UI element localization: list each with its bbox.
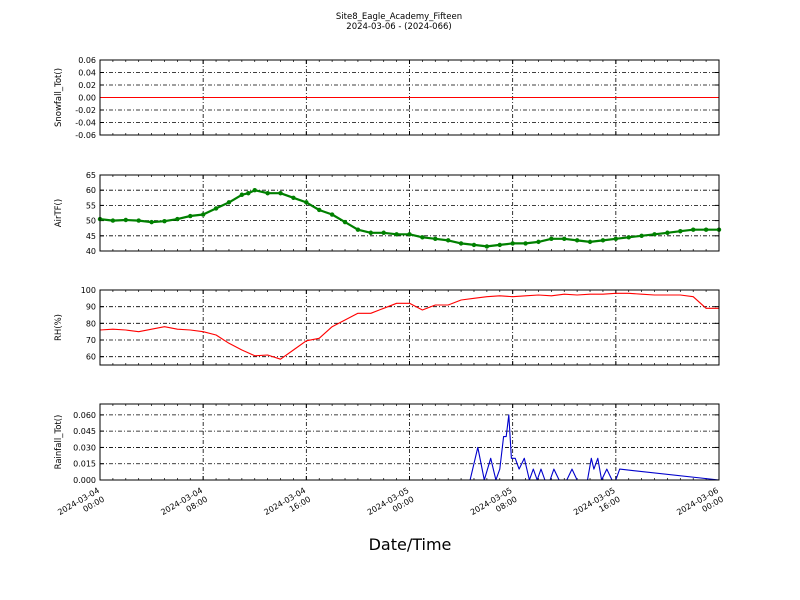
y-axis-label: Rainfall_Tot() xyxy=(54,415,64,470)
y-tick-label: -0.04 xyxy=(75,119,96,128)
data-point xyxy=(149,219,154,225)
y-tick-label: 90 xyxy=(86,303,96,312)
y-tick-label: -0.02 xyxy=(75,106,96,115)
data-point xyxy=(613,236,619,242)
data-point xyxy=(639,233,644,238)
panel-4: 0.060 0.045 0.030 0.015 0.000 Rainfall_Tot() xyxy=(54,403,720,485)
x-axis-label: Date/Time xyxy=(369,535,452,554)
data-point xyxy=(317,207,322,213)
data-point xyxy=(626,235,631,240)
data-point xyxy=(497,242,502,248)
data-point xyxy=(652,232,657,237)
data-point xyxy=(265,191,270,196)
y-tick-label: 0.015 xyxy=(73,460,96,469)
y-tick-label: 0.06 xyxy=(78,56,96,65)
y-tick-label: 45 xyxy=(86,232,96,241)
data-point xyxy=(471,242,477,248)
data-point xyxy=(458,241,464,246)
data-point xyxy=(200,212,206,217)
axes-frame xyxy=(99,59,720,136)
data-point xyxy=(665,230,670,235)
data-point xyxy=(433,236,438,242)
panel-3: 100 90 80 70 60 RH(%) xyxy=(54,286,720,366)
panel-1: 0.06 0.04 0.02 0.00 -0.02 -0.04 -0.06 Snowfall_… xyxy=(54,56,720,140)
axes-frame xyxy=(99,289,720,366)
data-point xyxy=(226,200,232,205)
y-axis-label: RH(%) xyxy=(54,314,64,341)
data-point xyxy=(110,218,116,223)
y-tick-label: 80 xyxy=(86,319,96,328)
y-tick-label: 40 xyxy=(86,247,96,256)
data-point xyxy=(445,238,451,243)
data-point xyxy=(484,244,490,249)
y-axis-label: Snowfall_Tot() xyxy=(54,68,64,127)
y-tick-label: 70 xyxy=(86,336,96,345)
y-tick-label: 0.00 xyxy=(78,94,96,103)
data-point xyxy=(678,229,683,234)
y-tick-label: 0.02 xyxy=(78,81,96,90)
y-tick-label: 0.045 xyxy=(73,427,96,436)
data-point xyxy=(188,213,193,219)
y-axis-label: AirTF() xyxy=(54,199,64,227)
data-point xyxy=(355,227,361,232)
y-tick-label: 65 xyxy=(86,171,96,180)
y-tick-label: 0.060 xyxy=(73,411,96,420)
y-tick-label: 60 xyxy=(86,353,96,362)
data-point xyxy=(536,239,541,245)
data-point xyxy=(175,216,180,222)
figure-subtitle: 2024-03-06 - (2024-066) xyxy=(346,22,451,32)
data-point xyxy=(420,235,425,240)
data-point xyxy=(329,212,335,217)
data-point xyxy=(691,227,696,232)
data-point xyxy=(549,236,554,242)
data-point xyxy=(304,200,309,205)
y-tick-label: 0.000 xyxy=(73,476,96,485)
data-point xyxy=(239,192,245,197)
panel-2: 65 60 55 50 45 40 AirTF() xyxy=(54,171,722,256)
data-point xyxy=(123,217,128,223)
data-point xyxy=(574,238,580,243)
data-point xyxy=(162,219,167,224)
data-point xyxy=(510,241,515,246)
data-point xyxy=(291,195,296,200)
y-tick-label: 0.030 xyxy=(73,443,96,452)
data-point xyxy=(136,218,141,223)
data-point xyxy=(394,232,399,237)
data-point xyxy=(368,230,374,235)
data-point xyxy=(213,206,219,211)
y-tick-label: -0.06 xyxy=(75,131,96,140)
data-point xyxy=(600,238,606,243)
figure-title: Site8_Eagle_Academy_Fifteen xyxy=(336,12,462,22)
data-point xyxy=(342,219,348,225)
axes-frame xyxy=(99,403,720,481)
y-tick-label: 55 xyxy=(86,201,96,210)
y-tick-label: 50 xyxy=(86,217,96,226)
data-point xyxy=(703,227,709,232)
data-point xyxy=(278,191,283,196)
y-tick-label: 0.04 xyxy=(78,69,96,78)
data-point xyxy=(246,191,251,196)
data-point xyxy=(562,236,567,242)
axes-frame xyxy=(99,174,720,252)
y-tick-label: 60 xyxy=(86,186,96,195)
series-line xyxy=(99,292,719,360)
data-point xyxy=(407,232,412,237)
y-tick-label: 100 xyxy=(81,286,96,295)
data-point xyxy=(252,188,257,193)
chart-panels: 0.06 0.04 0.02 0.00 -0.02 -0.04 -0.06 Snowfall_… xyxy=(54,56,722,485)
data-point xyxy=(523,241,528,246)
data-point xyxy=(587,239,593,245)
data-point xyxy=(381,230,386,235)
